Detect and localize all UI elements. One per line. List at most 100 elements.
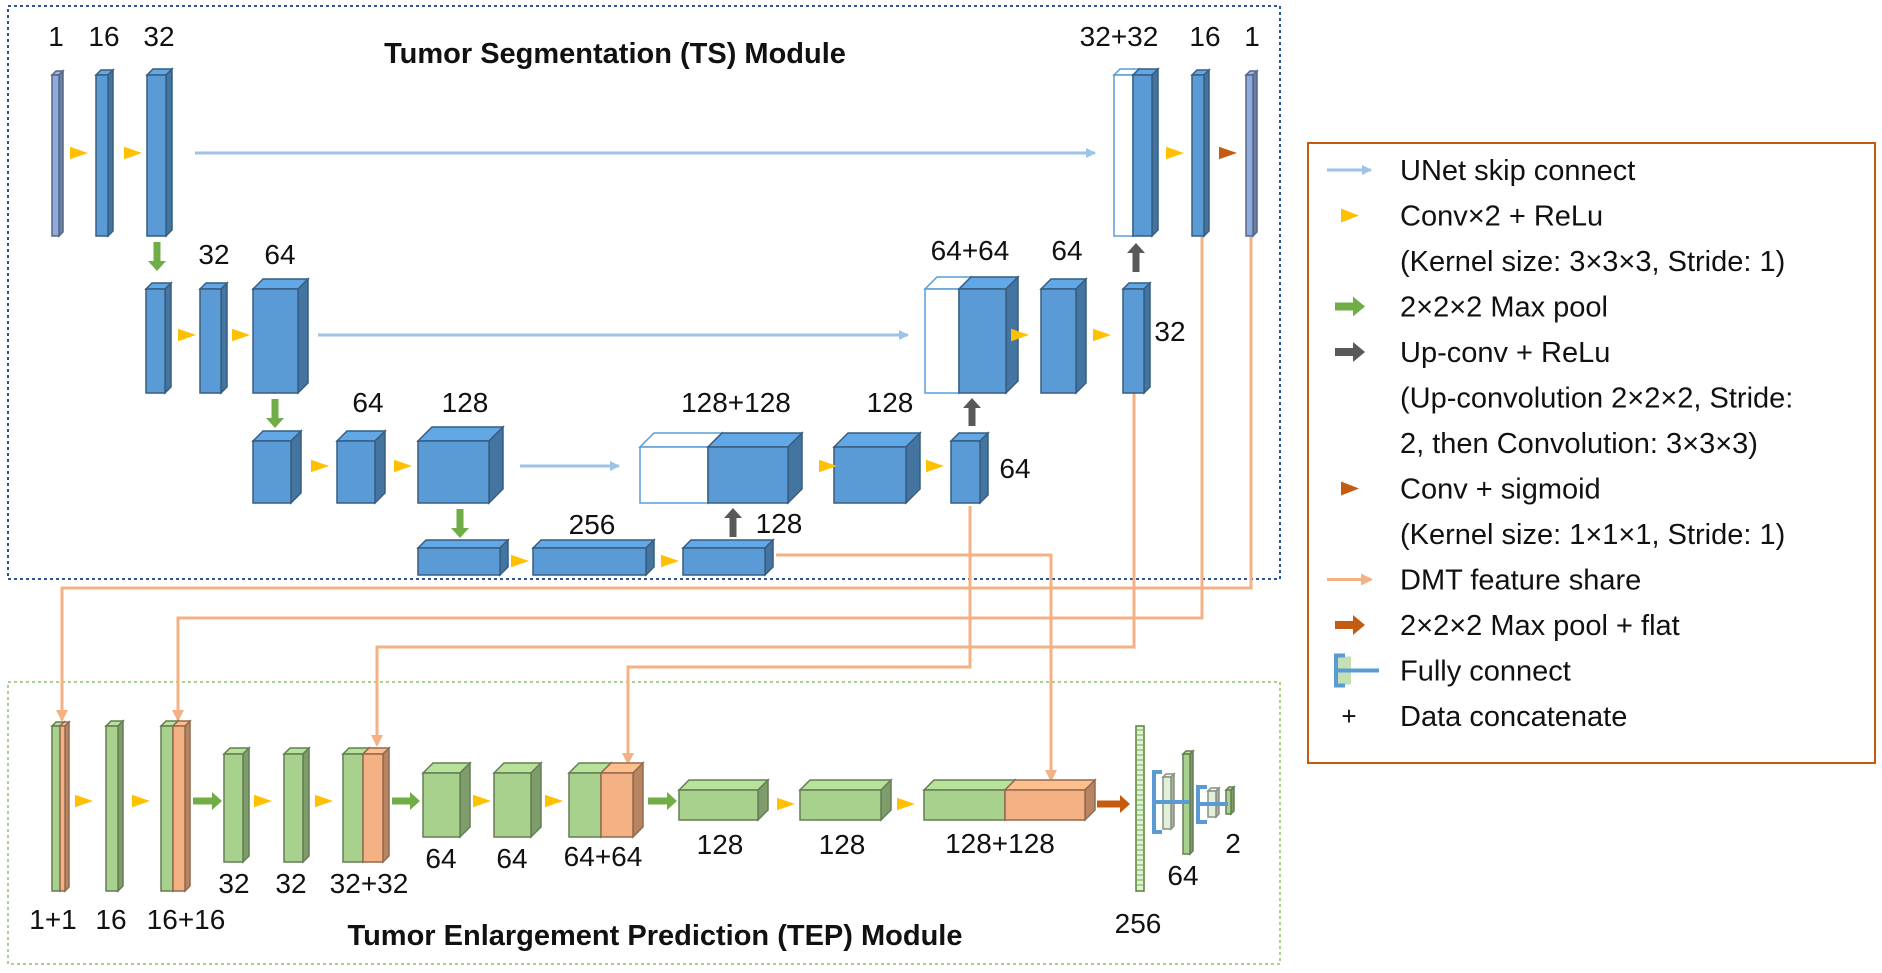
tep-block-128-share — [1003, 778, 1097, 822]
ts-block-l3-concat-up — [706, 431, 804, 505]
ts-label: 64 — [1051, 235, 1082, 266]
maxpool-arrow-icon — [1335, 296, 1365, 317]
maxpool-flat-arrow-icon — [1097, 795, 1130, 813]
ts-block-input — [50, 69, 65, 238]
upconv-arrow-icon — [724, 508, 742, 537]
legend-icons: + — [1327, 165, 1379, 731]
tep-block-64-share — [599, 761, 645, 839]
share-route-32 — [371, 393, 1136, 747]
tep-label: 64 — [1167, 860, 1198, 891]
ts-block-l2-64 — [251, 277, 310, 395]
tep-block-128-concat — [922, 778, 1017, 822]
share-route-64 — [622, 506, 972, 765]
tep-channel-labels: 1+1 16 16+16 32 32 32+32 64 64 64+64 128… — [29, 828, 1241, 939]
tep-module-title: Tumor Enlargement Prediction (TEP) Modul… — [348, 920, 963, 952]
ts-block-l3-64-dec — [949, 431, 990, 505]
ts-label: 128 — [756, 508, 803, 539]
tep-label: 1+1 — [29, 904, 77, 935]
maxpool-arrow-icon — [392, 792, 420, 810]
legend-item-label: Up-conv + ReLu — [1400, 337, 1610, 369]
maxpool-arrow-icon — [648, 792, 677, 810]
conv-arrowhead-icon — [1341, 208, 1359, 223]
conv-arrowhead-icon — [511, 554, 529, 568]
legend-texts: UNet skip connect Conv×2 + ReLu (Kernel si… — [1400, 155, 1793, 733]
legend-item-label: 2, then Convolution: 3×3×3) — [1400, 428, 1758, 460]
conv-arrowhead-icon — [232, 328, 250, 342]
ts-module-frame — [7, 5, 1281, 580]
conv-arrowhead-icon — [1166, 146, 1184, 160]
skip-connections — [195, 148, 1096, 471]
tep-label: 2 — [1225, 828, 1241, 859]
share-route-1 — [56, 237, 1253, 722]
tep-label: 128 — [819, 829, 866, 860]
tep-module-frame — [7, 681, 1281, 965]
tep-block-64b — [492, 761, 543, 839]
ts-label: 64+64 — [931, 235, 1010, 266]
ts-block-l1-concat-up — [1131, 67, 1160, 238]
ts-label: 32 — [198, 239, 229, 270]
tep-label: 64 — [496, 843, 527, 874]
conv-arrowhead-icon — [661, 554, 679, 568]
sigmoid-arrowhead-icon — [1219, 146, 1237, 160]
ts-label: 1 — [1244, 21, 1260, 52]
ts-label: 32 — [143, 21, 174, 52]
tep-block-32b — [282, 746, 311, 864]
conv-arrowhead-icon — [311, 459, 329, 473]
maxpool-flat-arrow-icon — [1335, 615, 1365, 635]
ts-block-l3-64b — [335, 429, 387, 505]
legend: + UNet skip connect Conv×2 + ReLu (Kernel … — [1307, 142, 1876, 764]
share-route-16 — [172, 237, 1204, 722]
ts-label: 32 — [1154, 316, 1185, 347]
ts-label: 16 — [88, 21, 119, 52]
ts-label: 32+32 — [1080, 21, 1159, 52]
legend-item-label: (Kernel size: 3×3×3, Stride: 1) — [1400, 246, 1785, 278]
plus-icon: + — [1341, 701, 1356, 731]
legend-item-label: 2×2×2 Max pool + flat — [1400, 610, 1680, 642]
tep-block-16 — [104, 719, 125, 893]
legend-item-label: Conv + sigmoid — [1400, 474, 1601, 506]
conv-arrowhead-icon — [315, 794, 333, 808]
ts-block-l1-16 — [94, 68, 115, 238]
ts-module-title: Tumor Segmentation (TS) Module — [384, 38, 846, 70]
ts-block-l2-32 — [144, 281, 173, 395]
tep-label: 256 — [1115, 908, 1162, 939]
conv-arrowhead-icon — [75, 794, 93, 808]
ts-label: 128 — [442, 387, 489, 418]
tep-label: 64+64 — [564, 841, 643, 872]
tep-label: 128+128 — [945, 828, 1055, 859]
tep-block-16-share — [171, 719, 192, 893]
ts-block-l2-32b — [198, 281, 229, 395]
tep-label: 64 — [425, 843, 456, 874]
conv-arrowhead-icon — [1093, 328, 1111, 342]
tep-label: 32 — [218, 868, 249, 899]
ts-block-l4-256 — [531, 538, 656, 577]
legend-item-label: (Up-convolution 2×2×2, Stride: — [1400, 383, 1793, 415]
ts-block-l2-32-dec — [1121, 281, 1152, 395]
legend-frame — [1307, 142, 1876, 764]
ts-block-output — [1244, 69, 1259, 238]
tep-block-128 — [677, 778, 770, 822]
conv-arrowhead-icon — [254, 794, 272, 808]
tep-label: 128 — [697, 829, 744, 860]
conv-arrowhead-icon — [124, 146, 142, 160]
fully-connect-heads — [1152, 770, 1228, 834]
maxpool-arrow-icon — [193, 792, 222, 810]
conv-arrowhead-icon — [1011, 328, 1029, 342]
ts-block-l3-64 — [251, 429, 303, 505]
maxpool-arrow-icon — [148, 242, 166, 271]
ts-block-l4-128 — [416, 538, 510, 577]
ts-block-l1-32 — [145, 67, 174, 238]
legend-item-label: 2×2×2 Max pool — [1400, 292, 1608, 324]
legend-item-label: Data concatenate — [1400, 701, 1627, 733]
ts-block-l2-64-dec — [1039, 277, 1088, 395]
ts-block-l1-16-dec — [1190, 68, 1211, 238]
conv-arrowhead-icon — [897, 797, 915, 811]
legend-item-label: Conv×2 + ReLu — [1400, 201, 1603, 233]
legend-item-label: Fully connect — [1400, 656, 1571, 688]
ts-block-l4-128-dec — [681, 538, 775, 577]
tep-label: 32 — [275, 868, 306, 899]
ts-label: 128+128 — [681, 387, 791, 418]
tep-block-32-share — [361, 746, 391, 864]
ts-label: 256 — [569, 509, 616, 540]
